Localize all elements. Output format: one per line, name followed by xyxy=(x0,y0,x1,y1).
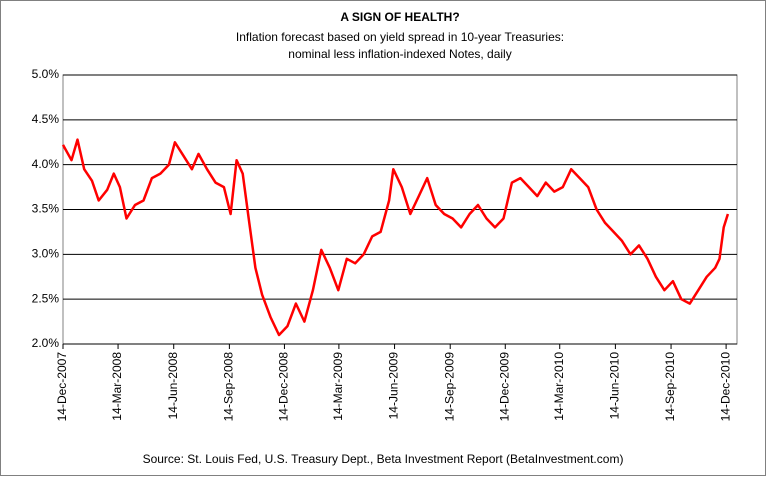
x-tick-label: 14-Dec-2010 xyxy=(718,352,732,422)
x-tick-label: 14-Jun-2008 xyxy=(166,352,180,420)
x-tick-label: 14-Dec-2009 xyxy=(497,352,511,422)
y-tick-label: 4.5% xyxy=(32,112,60,126)
y-tick-label: 5.0% xyxy=(32,67,60,81)
x-tick-label: 14-Jun-2010 xyxy=(608,352,622,420)
x-tick-label: 14-Dec-2008 xyxy=(277,352,291,422)
y-tick-label: 3.0% xyxy=(32,247,60,261)
y-tick-label: 2.0% xyxy=(32,336,60,350)
x-tick-label: 14-Sep-2009 xyxy=(442,352,456,422)
x-tick-label: 14-Mar-2009 xyxy=(331,352,345,421)
y-tick-label: 3.5% xyxy=(32,202,60,216)
data-line xyxy=(61,138,730,337)
x-tick-label: 14-Sep-2010 xyxy=(663,352,677,422)
y-tick-label: 2.5% xyxy=(32,291,60,305)
chart-subtitle: Inflation forecast based on yield spread… xyxy=(236,30,564,44)
source-note: Source: St. Louis Fed, U.S. Treasury Dep… xyxy=(143,452,624,466)
x-tick-label: 14-Mar-2010 xyxy=(552,352,566,421)
x-tick-label: 14-Dec-2007 xyxy=(55,352,69,422)
x-tick-label: 14-Jun-2009 xyxy=(387,352,401,420)
y-tick-label: 4.0% xyxy=(32,157,60,171)
chart-title: A SIGN OF HEALTH? xyxy=(340,10,459,24)
x-tick-label: 14-Mar-2008 xyxy=(110,352,124,421)
x-tick-label: 14-Sep-2008 xyxy=(222,352,236,422)
chart-subtitle: nominal less inflation-indexed Notes, da… xyxy=(288,47,511,61)
